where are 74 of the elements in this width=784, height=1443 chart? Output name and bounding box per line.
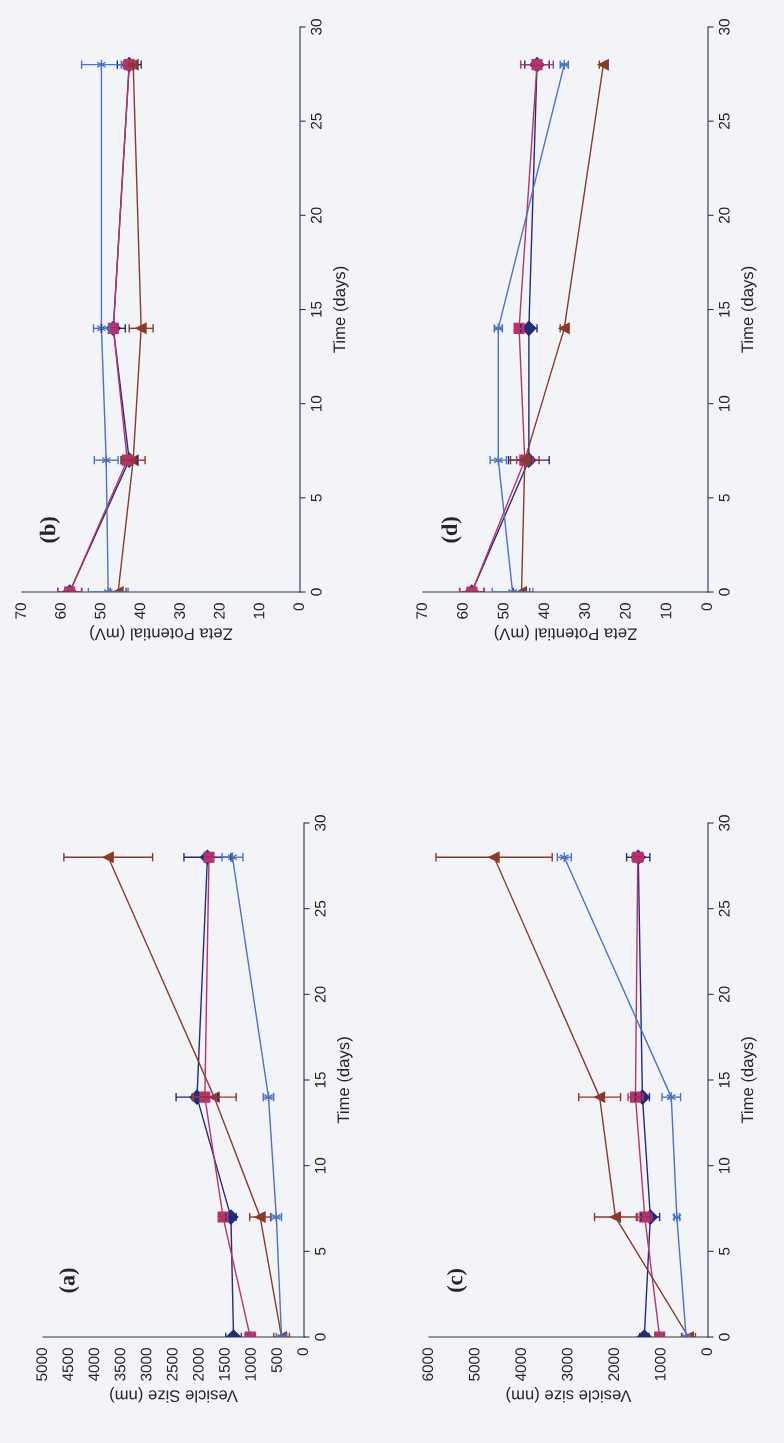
x-tick-label: 3500	[114, 1348, 126, 1381]
x-tick-label: 60	[55, 603, 66, 619]
text: (b)	[39, 517, 60, 543]
y-tick-label: 30	[718, 19, 730, 35]
y-tick-label: 30	[718, 815, 730, 831]
text: (a)	[59, 1268, 80, 1293]
y-axis-title: Time (days)	[332, 266, 349, 353]
x-tick-label: 2000	[608, 1348, 620, 1381]
x-tick-label: 3000	[140, 1348, 152, 1381]
y-axis-title: Time (days)	[740, 1037, 757, 1124]
y-tick-label: 25	[314, 900, 326, 917]
y-tick-label: 0	[310, 588, 322, 596]
x-tick-label: 0	[297, 1348, 309, 1356]
x-tick-label: 0	[701, 1348, 713, 1356]
x-tick-label: 70	[15, 603, 27, 619]
x-tick-label: 40	[134, 603, 146, 620]
x-axis-title: Zeta Potential (mV)	[494, 624, 637, 641]
y-tick-label: 25	[718, 113, 730, 129]
x-tick-label: 6000	[422, 1348, 434, 1381]
x-tick-label: 500	[271, 1348, 282, 1373]
y-tick-label: 5	[718, 494, 730, 502]
x-tick-label: 2000	[192, 1348, 204, 1381]
y-tick-label: 15	[718, 1072, 730, 1088]
x-tick-label: 4000	[88, 1348, 100, 1382]
y-tick-label: 10	[310, 395, 322, 411]
x-tick-label: 5000	[36, 1348, 48, 1381]
x-tick-label: 20	[619, 603, 631, 619]
y-tick-label: 15	[718, 301, 730, 317]
y-tick-label: 20	[310, 207, 322, 224]
x-tick-label: 30	[579, 603, 590, 619]
y-tick-label: 5	[310, 494, 322, 502]
x-tick-label: 10	[253, 603, 265, 619]
y-tick-label: 0	[718, 588, 730, 596]
x-tick-label: 30	[174, 603, 185, 619]
x-tick-label: 60	[457, 603, 468, 619]
x-tick-label: 40	[538, 603, 550, 620]
y-tick-label: 10	[314, 1157, 326, 1173]
y-tick-label: 25	[310, 113, 322, 129]
y-tick-label: 10	[718, 395, 730, 411]
x-tick-label: 0	[701, 603, 713, 611]
x-axis-title: Zeta Potential (mV)	[90, 624, 233, 641]
x-tick-label: 1000	[245, 1348, 256, 1381]
y-axis-title: Time (days)	[740, 266, 757, 353]
x-tick-label: 0	[293, 603, 305, 611]
y-tick-label: 30	[314, 815, 326, 831]
x-axis-title: Vesicle size (nm)	[506, 1386, 632, 1403]
y-tick-label: 15	[310, 301, 322, 317]
text: (d)	[441, 517, 462, 543]
x-axis-title: Vesicle Size (nm)	[110, 1386, 238, 1403]
y-tick-label: 20	[718, 986, 730, 1003]
y-tick-label: 0	[314, 1333, 326, 1341]
y-tick-label: 20	[314, 986, 326, 1003]
x-tick-label: 10	[660, 603, 672, 619]
text: (c)	[446, 1269, 467, 1292]
x-tick-label: 4500	[62, 1348, 74, 1382]
y-tick-label: 0	[718, 1333, 730, 1341]
x-tick-label: 50	[94, 603, 106, 619]
y-axis-title: Time (days)	[336, 1037, 353, 1124]
y-tick-label: 10	[718, 1157, 730, 1173]
y-tick-label: 5	[718, 1247, 730, 1255]
y-tick-label: 20	[718, 207, 730, 224]
y-tick-label: 30	[310, 19, 322, 35]
x-tick-label: 2500	[166, 1348, 178, 1381]
y-tick-label: 15	[314, 1072, 326, 1088]
x-tick-label: 1000	[654, 1348, 666, 1381]
x-tick-label: 3000	[561, 1348, 573, 1381]
x-tick-label: 4000	[515, 1348, 527, 1382]
x-tick-label: 50	[497, 603, 509, 619]
x-tick-label: 1500	[218, 1348, 230, 1381]
x-tick-label: 20	[213, 603, 225, 619]
x-tick-label: 70	[416, 603, 428, 619]
y-tick-label: 25	[718, 900, 730, 917]
y-tick-label: 5	[314, 1247, 326, 1255]
x-tick-label: 5000	[468, 1348, 480, 1381]
